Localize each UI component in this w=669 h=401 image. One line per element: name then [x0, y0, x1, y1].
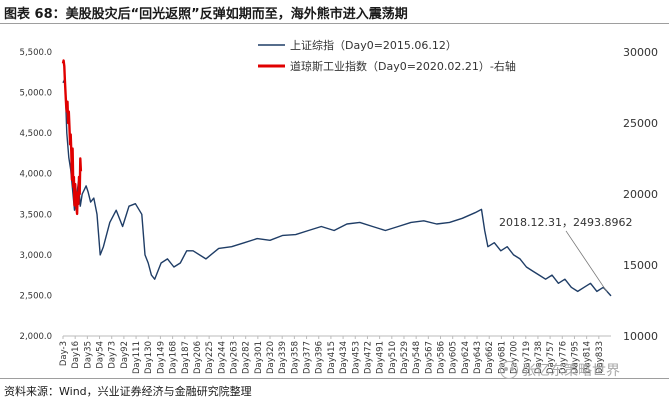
x-tick-label: Day814: [583, 341, 593, 374]
left-tick-label: 2,500.0: [20, 291, 52, 301]
x-tick-label: Day187: [181, 341, 191, 374]
right-tick-label: 10000: [623, 330, 658, 343]
x-tick-label: Day54: [96, 341, 106, 369]
x-tick-label: Day-3: [59, 341, 69, 366]
x-tick-label: Day92: [120, 341, 130, 369]
x-tick-label: Day282: [242, 341, 252, 374]
x-tick-label: Day358: [290, 341, 300, 374]
left-tick-label: 3,500.0: [20, 210, 52, 220]
series-lines: [61, 59, 612, 297]
x-tick-label: Day510: [388, 341, 398, 374]
x-tick-label: Day586: [437, 341, 447, 374]
left-tick-label: 2,000.0: [20, 332, 52, 342]
source-note: 资料来源：Wind，兴业证券经济与金融研究院整理: [4, 385, 252, 398]
title-bar: 图表 68：美股股灾后“回光返照”反弹如期而至，海外熊市进入震荡期: [0, 0, 669, 22]
x-tick-label: Day16: [71, 341, 81, 369]
legend: 上证综指（Day0=2015.06.12） 道琼斯工业指数（Day0=2020.0…: [258, 38, 516, 73]
x-tick-label: Day206: [193, 341, 203, 374]
watermark-text: 张忆东策略世界: [522, 363, 620, 379]
x-tick-label: Day339: [278, 341, 288, 374]
annotation-leader: [565, 230, 608, 293]
x-tick-label: Day795: [570, 341, 580, 374]
x-tick-label: Day415: [327, 341, 337, 374]
x-tick-label: Day681: [497, 341, 507, 374]
right-tick-label: 15000: [623, 259, 658, 272]
series-line-shanghai: [62, 78, 612, 297]
x-tick-label: Day662: [485, 341, 495, 374]
x-tick-label: Day149: [156, 341, 166, 374]
x-tick-label: Day738: [534, 341, 544, 374]
annotation-label: 2018.12.31，2493.8962: [499, 216, 632, 229]
watermark: 张忆东策略世界: [500, 360, 620, 380]
series-line-dowjones: [61, 59, 83, 216]
legend-label: 道琼斯工业指数（Day0=2020.02.21）-右轴: [290, 59, 516, 73]
x-tick-label: Day225: [205, 341, 215, 374]
x-tick-label: Day529: [400, 341, 410, 374]
x-tick-label: Day472: [363, 341, 373, 374]
x-tick-label: Day776: [558, 341, 568, 374]
x-tick-label: Day719: [522, 341, 532, 374]
x-tick-label: Day396: [315, 341, 325, 374]
annotation: 2018.12.31，2493.8962: [499, 216, 632, 293]
title-divider: [0, 23, 669, 24]
x-tick-label: Day491: [376, 341, 386, 374]
x-tick-label: Day35: [83, 341, 93, 369]
left-tick-label: 5,500.0: [20, 48, 52, 58]
right-axis-ticks: 10000 15000 20000 25000 30000: [623, 46, 658, 343]
legend-label: 上证综指（Day0=2015.06.12）: [290, 38, 457, 52]
left-axis-ticks: 2,000.0 2,500.0 3,000.0 3,500.0 4,000.0 4,500…: [20, 48, 52, 342]
right-tick-label: 30000: [623, 46, 658, 59]
left-tick-label: 4,500.0: [20, 129, 52, 139]
x-axis: Day-3 Day16 Day35 Day54 Day73 Day92 Day111 Day1…: [59, 335, 611, 374]
right-tick-label: 20000: [623, 188, 658, 201]
x-tick-label: Day605: [449, 341, 459, 374]
x-tick-label: Day73: [108, 341, 118, 369]
x-tick-label: Day624: [461, 341, 471, 374]
x-tick-label: Day643: [473, 341, 483, 374]
x-tick-label: Day833: [595, 341, 605, 374]
right-tick-label: 25000: [623, 117, 658, 130]
left-tick-label: 3,000.0: [20, 251, 52, 261]
x-tick-label: Day168: [169, 341, 179, 374]
x-tick-label: Day757: [546, 341, 556, 374]
x-tick-label: Day111: [132, 341, 142, 374]
x-tick-label: Day377: [303, 341, 313, 374]
chart-title: 图表 68：美股股灾后“回光返照”反弹如期而至，海外熊市进入震荡期: [4, 7, 408, 22]
x-tick-label: Day453: [351, 341, 361, 374]
x-tick-label: Day548: [412, 341, 422, 374]
x-tick-label: Day244: [217, 341, 227, 374]
x-tick-label: Day320: [266, 341, 276, 374]
x-tick-label: Day263: [229, 341, 239, 374]
left-tick-label: 4,000.0: [20, 170, 52, 180]
x-tick-label: Day301: [254, 341, 264, 374]
x-tick-label: Day700: [510, 341, 520, 374]
source-divider: [0, 378, 669, 379]
x-tick-label: Day567: [424, 341, 434, 374]
x-tick-label: Day434: [339, 341, 349, 374]
left-tick-label: 5,000.0: [20, 89, 52, 99]
x-tick-label: Day130: [144, 341, 154, 374]
wechat-icon: [500, 361, 518, 379]
